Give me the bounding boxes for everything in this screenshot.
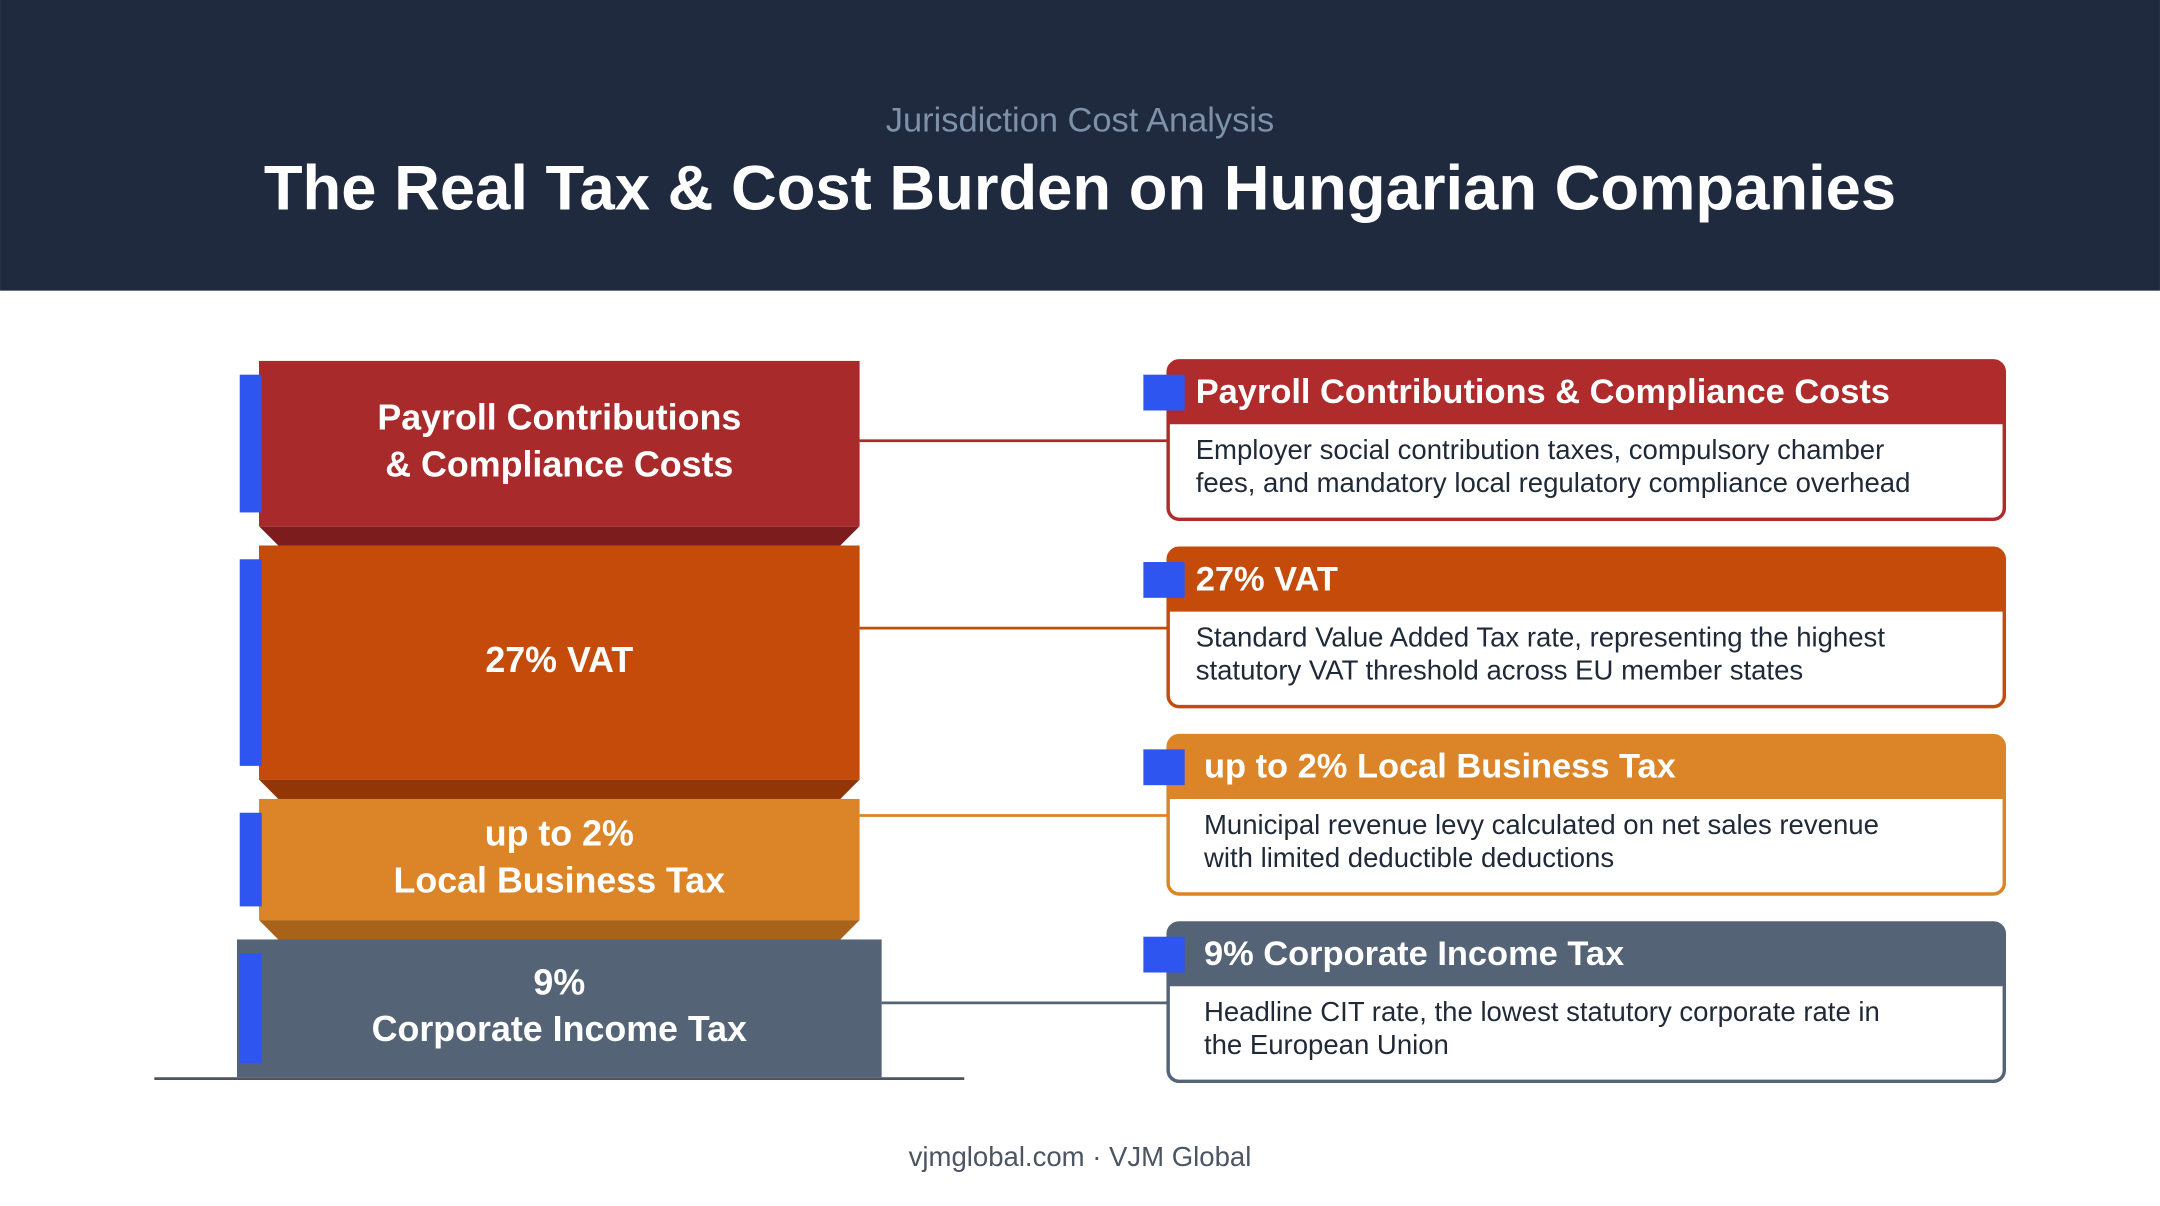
card-title: Payroll Contributions & Compliance Costs — [1196, 373, 1890, 411]
subtitle: Jurisdiction Cost Analysis — [886, 102, 1274, 140]
card-marker — [1143, 374, 1185, 411]
stack-block — [236, 939, 882, 1078]
block-label: 27% VAT — [485, 640, 633, 680]
card-title: up to 2% Local Business Tax — [1204, 748, 1676, 786]
card-text: with limited deductible deductions — [1203, 842, 1614, 873]
card-marker — [1143, 562, 1185, 598]
card-marker — [1143, 936, 1185, 973]
block-label: Local Business Tax — [394, 860, 726, 900]
header-band — [0, 0, 2160, 291]
card-title: 27% VAT — [1196, 560, 1338, 598]
accent-bar — [239, 559, 262, 766]
card-text: Headline CIT rate, the lowest statutory … — [1204, 996, 1880, 1027]
block-shadow — [259, 920, 860, 940]
card-header — [1168, 735, 2005, 799]
card-marker — [1143, 749, 1185, 786]
accent-bar — [239, 374, 262, 513]
card-text: Standard Value Added Tax rate, represent… — [1196, 621, 1886, 652]
stack-block — [259, 798, 860, 921]
block-label: Payroll Contributions — [377, 398, 741, 438]
card-text: statutory VAT threshold across EU member… — [1196, 655, 1803, 686]
card-header — [1168, 360, 2005, 425]
block-label: 9% — [533, 962, 585, 1002]
title: The Real Tax & Cost Burden on Hungarian … — [264, 154, 1896, 224]
block-shadow — [259, 526, 860, 546]
card-header — [1168, 922, 2005, 987]
stack-block — [259, 360, 860, 527]
card-text: fees, and mandatory local regulatory com… — [1196, 467, 1911, 498]
accent-bar — [239, 953, 262, 1064]
card-text: the European Union — [1204, 1029, 1449, 1060]
block-shadow — [259, 779, 860, 799]
footer: vjmglobal.com · VJM Global — [909, 1141, 1252, 1172]
block-label: up to 2% — [485, 814, 634, 854]
block-label: & Compliance Costs — [385, 444, 733, 484]
card-text: Employer social contribution taxes, comp… — [1196, 434, 1885, 465]
accent-bar — [239, 812, 262, 907]
stack-block — [259, 545, 860, 780]
card-header — [1168, 548, 2005, 612]
block-label: Corporate Income Tax — [372, 1009, 747, 1049]
card-text: Municipal revenue levy calculated on net… — [1204, 809, 1879, 840]
card-title: 9% Corporate Income Tax — [1204, 935, 1624, 973]
